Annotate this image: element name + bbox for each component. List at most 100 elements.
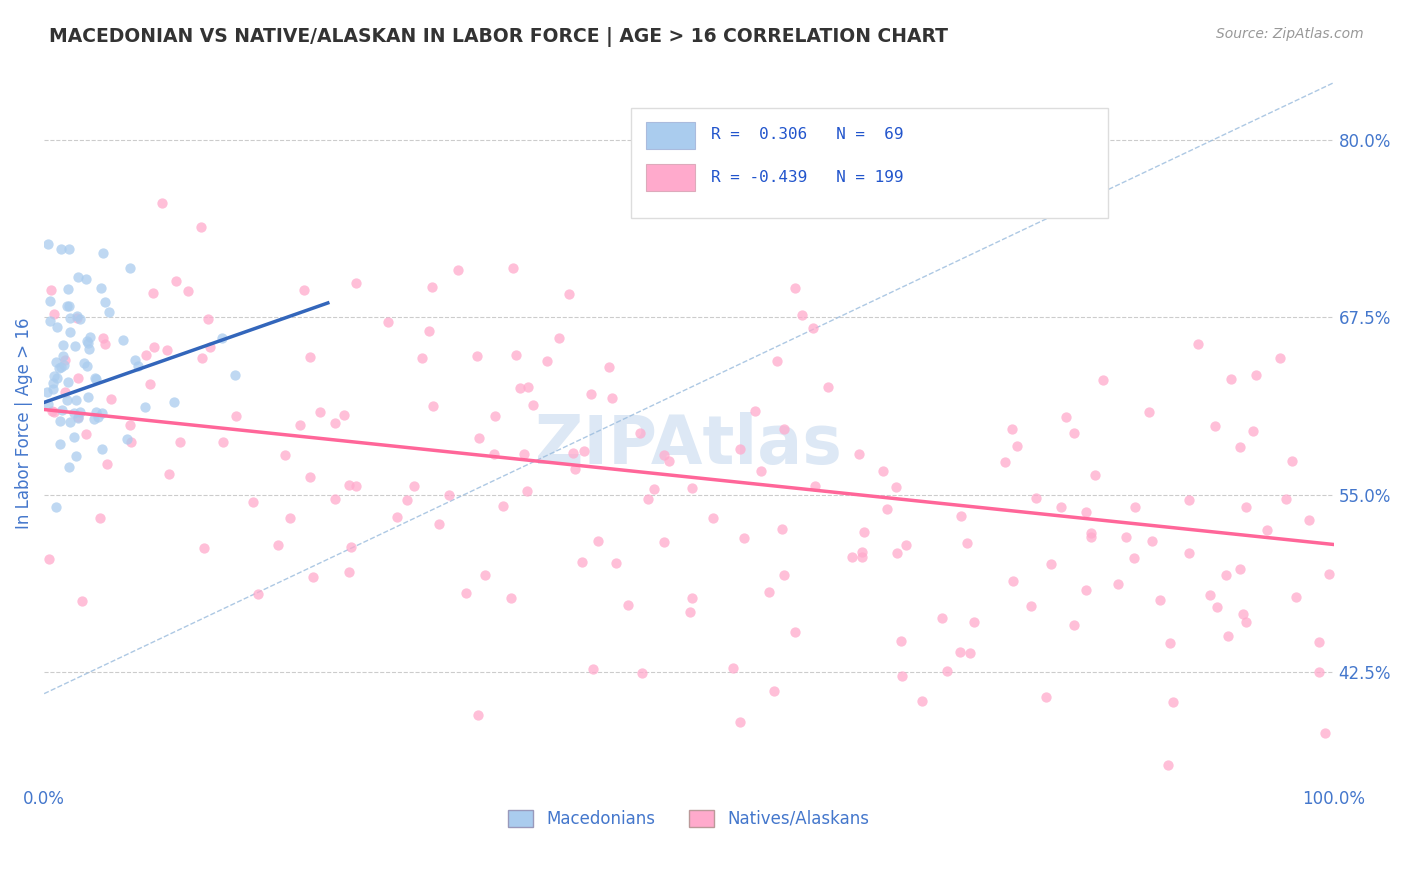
Point	[1139, 405, 1161, 419]
Point	[38, 293, 60, 308]
Point	[557, 286, 579, 301]
Point	[474, 567, 496, 582]
Point	[42, 382, 65, 396]
Point	[1157, 757, 1180, 772]
Point	[993, 455, 1015, 469]
Point	[801, 321, 824, 335]
Point	[467, 707, 489, 722]
Point	[84, 405, 107, 419]
Point	[1187, 337, 1209, 351]
Point	[562, 446, 585, 460]
Point	[1178, 492, 1201, 507]
Point	[377, 315, 399, 329]
Point	[1142, 533, 1164, 548]
Point	[931, 611, 953, 625]
Point	[127, 359, 149, 373]
Point	[935, 664, 957, 678]
Point	[69, 404, 91, 418]
Point	[177, 284, 200, 298]
Point	[58, 376, 80, 390]
Point	[1234, 615, 1257, 630]
Point	[1232, 607, 1254, 622]
Point	[402, 479, 425, 493]
Point	[58, 459, 80, 474]
Point	[1007, 439, 1029, 453]
Point	[58, 282, 80, 296]
Point	[1206, 600, 1229, 615]
Point	[67, 411, 90, 425]
Point	[65, 449, 87, 463]
Point	[59, 415, 82, 429]
Point	[58, 311, 80, 326]
Point	[1123, 500, 1146, 515]
Point	[35, 385, 58, 400]
Point	[956, 536, 979, 550]
Point	[49, 437, 72, 451]
Point	[1285, 590, 1308, 604]
Point	[138, 377, 160, 392]
Point	[1115, 530, 1137, 544]
Point	[817, 380, 839, 394]
Point	[323, 416, 346, 430]
Point	[84, 372, 107, 386]
Point	[58, 242, 80, 256]
Point	[193, 541, 215, 556]
Point	[150, 195, 173, 210]
Point	[67, 269, 90, 284]
Point	[62, 430, 84, 444]
Point	[522, 398, 544, 412]
Point	[762, 683, 785, 698]
Point	[749, 464, 772, 478]
Point	[886, 480, 908, 494]
Point	[42, 376, 65, 391]
Point	[572, 443, 595, 458]
Point	[41, 404, 63, 418]
Point	[298, 351, 321, 365]
Point	[1298, 513, 1320, 527]
Text: R = -0.439   N = 199: R = -0.439 N = 199	[711, 169, 903, 185]
Point	[600, 391, 623, 405]
Point	[658, 453, 681, 467]
Point	[65, 392, 87, 407]
Point	[1149, 593, 1171, 607]
Point	[66, 309, 89, 323]
Point	[73, 356, 96, 370]
Point	[98, 305, 121, 319]
Point	[1040, 557, 1063, 571]
Point	[427, 516, 450, 531]
Point	[721, 661, 744, 675]
Point	[509, 380, 531, 394]
Point	[1218, 628, 1240, 642]
FancyBboxPatch shape	[631, 108, 1108, 218]
Point	[309, 405, 332, 419]
Point	[1001, 422, 1024, 436]
Point	[190, 351, 212, 365]
Point	[1084, 468, 1107, 483]
Point	[38, 552, 60, 566]
Point	[891, 668, 914, 682]
Point	[1019, 599, 1042, 614]
Point	[38, 314, 60, 328]
Point	[333, 408, 356, 422]
Point	[785, 281, 807, 295]
Point	[48, 361, 70, 376]
Point	[63, 405, 86, 419]
Point	[1123, 551, 1146, 566]
Point	[157, 467, 180, 481]
Point	[564, 461, 586, 475]
Point	[702, 510, 724, 524]
Point	[1025, 491, 1047, 506]
Point	[197, 311, 219, 326]
Point	[422, 399, 444, 413]
Point	[1308, 665, 1330, 679]
Point	[120, 434, 142, 449]
Point	[53, 358, 76, 372]
Point	[851, 544, 873, 558]
Point	[280, 510, 302, 524]
Point	[91, 331, 114, 345]
Point	[963, 615, 986, 629]
Point	[124, 353, 146, 368]
Text: R =  0.306   N =  69: R = 0.306 N = 69	[711, 127, 903, 142]
Point	[301, 570, 323, 584]
Point	[744, 404, 766, 418]
